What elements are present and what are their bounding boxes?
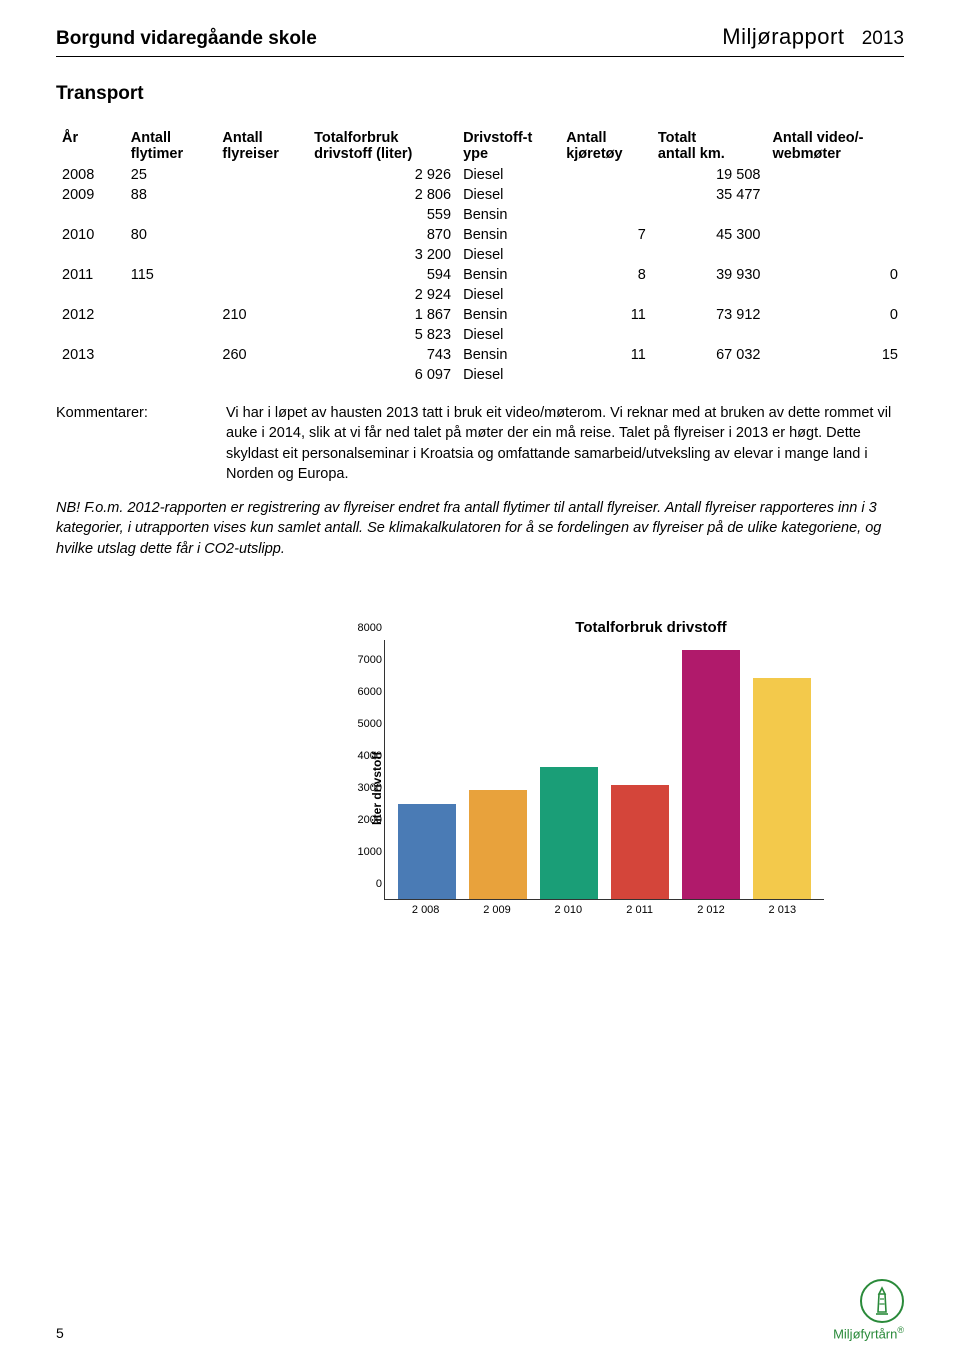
header-rule [56,56,904,57]
chart-bar [611,785,669,899]
table-header-row: År Antall flytimer Antall flyreiser Tota… [56,127,904,165]
col-drivstoff-l2: drivstoff (liter) [314,146,412,162]
chart-xlabel: 2 011 [611,904,669,916]
transport-table: År Antall flytimer Antall flyreiser Tota… [56,127,904,385]
chart-bar [398,804,456,899]
col-web-l1: Antall video/- [772,130,863,146]
kommentar-label: Kommentarer: [56,403,226,484]
kommentar-text: Vi har i løpet av hausten 2013 tatt i br… [226,403,904,484]
col-km-l2: antall km. [658,146,725,162]
col-kjoretoy-l1: Antall [566,130,606,146]
drivstoff-chart: Totalforbruk drivstoff liter drivstoff 0… [366,619,886,916]
report-word: Miljørapport [722,24,844,49]
col-web-l2: webmøter [772,146,841,162]
chart-xlabels: 2 008 2 009 2 010 2 011 2 012 2 013 [384,900,824,916]
kommentar-block: Kommentarer: Vi har i løpet av hausten 2… [56,403,904,484]
school-name: Borgund vidaregåande skole [56,28,317,50]
table-row: 559Bensin [56,205,904,225]
table-row: 5 823Diesel [56,325,904,345]
col-type-l1: Drivstoff-t [463,130,532,146]
col-drivstoff-l1: Totalforbruk [314,130,398,146]
col-flyreiser-l2: flyreiser [222,146,278,162]
table-row: 2011115594Bensin839 9300 [56,265,904,285]
chart-ytick: 6000 [358,686,382,698]
chart-bar [682,650,740,899]
page-footer: 5 Miljøfyrtårn® [56,1279,904,1341]
table-row: 2009882 806Diesel35 477 [56,185,904,205]
chart-plot-area [384,640,824,900]
chart-ytick: 2000 [358,814,382,826]
col-km-l1: Totalt [658,130,696,146]
table-row: 2013260743Bensin1167 03215 [56,345,904,365]
chart-ytick: 1000 [358,846,382,858]
chart-xlabel: 2 009 [468,904,526,916]
chart-bar [753,678,811,899]
col-flyreiser-l1: Antall [222,130,262,146]
chart-xlabel: 2 013 [753,904,811,916]
page-number: 5 [56,1325,64,1341]
table-row: 6 097Diesel [56,365,904,385]
col-flytimer-l1: Antall [131,130,171,146]
col-kjoretoy-l2: kjøretøy [566,146,622,162]
chart-ytick: 8000 [358,622,382,634]
chart-ytick: 0 [376,878,382,890]
chart-yaxis: 010002000300040005000600070008000 [346,640,382,896]
chart-ytick: 4000 [358,750,382,762]
chart-bar [469,790,527,899]
table-row: 201080870Bensin745 300 [56,225,904,245]
col-type-l2: ype [463,146,488,162]
table-row: 2 924Diesel [56,285,904,305]
chart-xlabel: 2 008 [397,904,455,916]
chart-bar [540,767,598,899]
page-header: Borgund vidaregåande skole Miljørapport … [56,24,904,50]
logo-registered: ® [897,1325,904,1335]
table-row: 20122101 867Bensin1173 9120 [56,305,904,325]
note-text: NB! F.o.m. 2012-rapporten er registrerin… [56,498,904,559]
logo-text: Miljøfyrtårn [833,1326,897,1341]
report-title: Miljørapport 2013 [722,24,904,50]
miljofyrtarn-logo: Miljøfyrtårn® [833,1279,904,1341]
table-row: 2008252 926Diesel19 508 [56,165,904,185]
chart-ytick: 7000 [358,654,382,666]
report-year: 2013 [862,28,904,49]
chart-ytick: 5000 [358,718,382,730]
section-title: Transport [56,83,904,105]
lighthouse-icon [860,1279,904,1323]
chart-xlabel: 2 010 [539,904,597,916]
chart-title: Totalforbruk drivstoff [416,619,886,636]
col-year: År [62,130,78,146]
chart-ytick: 3000 [358,782,382,794]
table-row: 3 200Diesel [56,245,904,265]
col-flytimer-l2: flytimer [131,146,183,162]
chart-xlabel: 2 012 [682,904,740,916]
